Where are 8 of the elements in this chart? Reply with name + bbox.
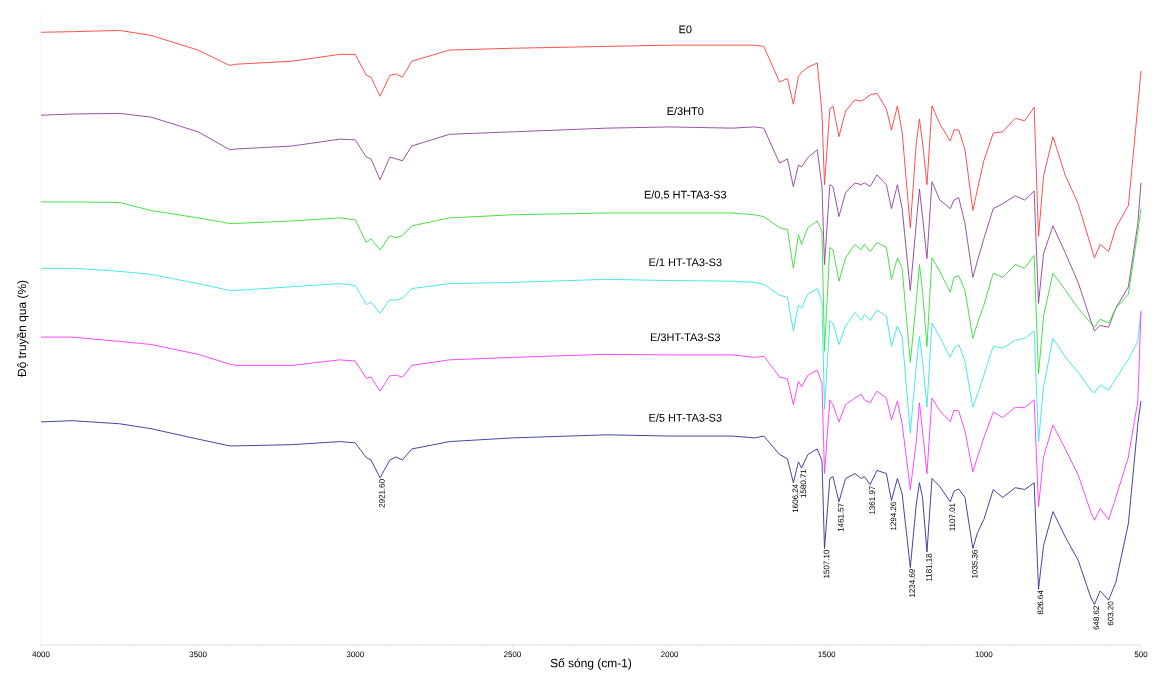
y-axis-title: Độ truyền qua (%) — [16, 280, 29, 377]
series-label: E/3HT-TA3-S3 — [650, 333, 721, 342]
series-label: E0 — [679, 25, 692, 34]
x-axis-title: Số sóng (cm-1) — [550, 658, 632, 670]
series-label: E/0,5 HT-TA3-S3 — [644, 190, 727, 200]
series-label: E/5 HT-TA3-S3 — [649, 413, 722, 422]
series-label: E/1 HT-TA3-S3 — [649, 258, 722, 267]
series-label: E/3HT0 — [667, 106, 704, 115]
